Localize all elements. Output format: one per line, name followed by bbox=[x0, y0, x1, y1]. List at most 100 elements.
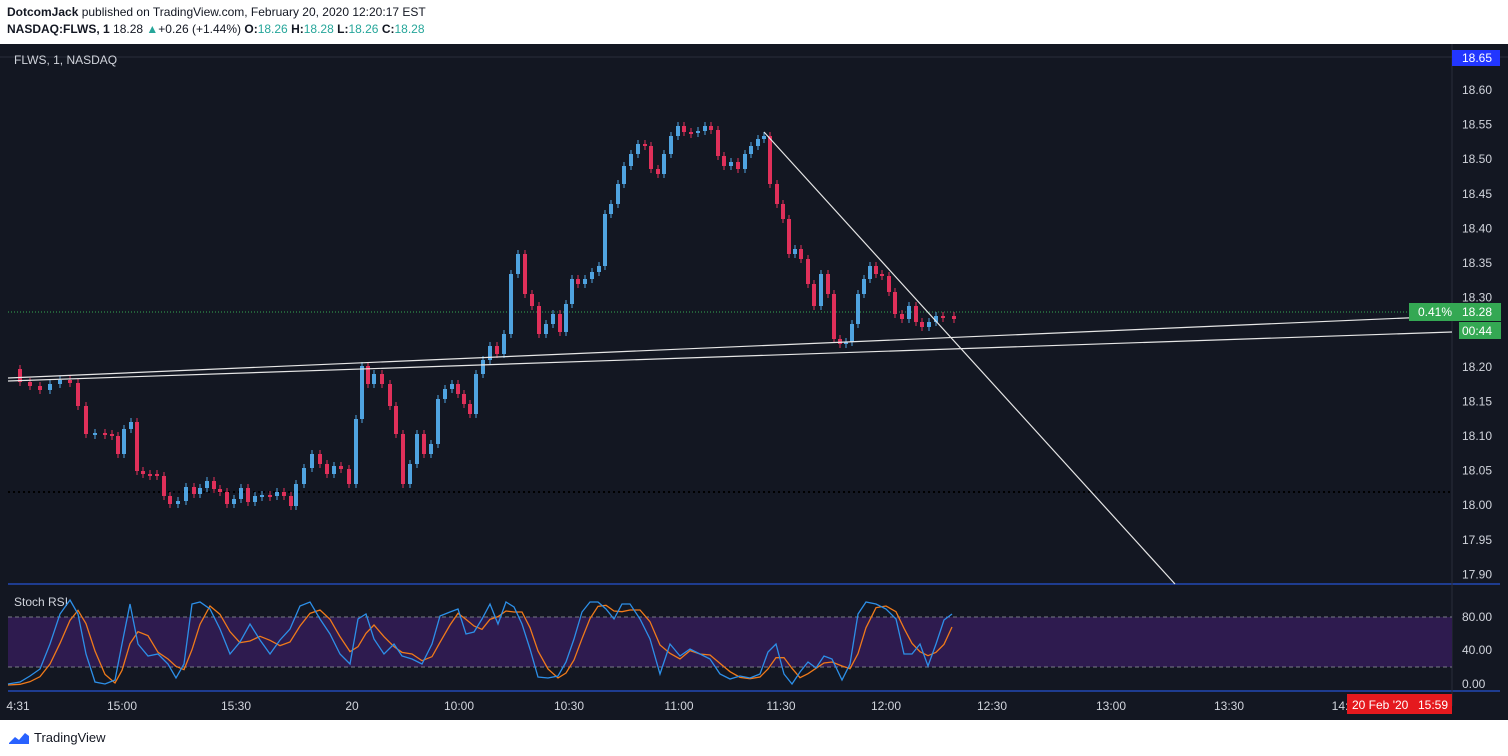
high-value: 18.28 bbox=[303, 22, 334, 36]
candle-body bbox=[155, 474, 159, 476]
symbol-quote-line: NASDAQ:FLWS, 1 18.28 ▲+0.26 (+1.44%) O:1… bbox=[7, 22, 425, 36]
candle-body bbox=[468, 404, 472, 414]
chart-legend[interactable]: FLWS, 1, NASDAQ bbox=[14, 53, 117, 67]
candle-body bbox=[38, 386, 42, 390]
price-tick-label: 18.05 bbox=[1462, 464, 1492, 478]
current-price-value: 18.28 bbox=[1462, 305, 1492, 319]
time-tick-label: 14: bbox=[1332, 699, 1349, 713]
candle-body bbox=[530, 294, 534, 306]
candle-body bbox=[768, 136, 772, 184]
candle-body bbox=[422, 434, 426, 454]
candle-body bbox=[756, 139, 760, 146]
price-tick-label: 18.55 bbox=[1462, 118, 1492, 132]
candle-body bbox=[436, 399, 440, 444]
price-tick-label: 18.35 bbox=[1462, 256, 1492, 270]
last-price: 18.28 bbox=[113, 22, 144, 36]
countdown-tag: 00:44 bbox=[1459, 322, 1501, 339]
candle-body bbox=[58, 380, 62, 384]
candle-body bbox=[516, 254, 520, 274]
author-name[interactable]: DotcomJack bbox=[7, 5, 79, 19]
change-percent: 0.41% bbox=[1418, 305, 1452, 319]
price-chart[interactable]: FLWS, 1, NASDAQ 18.60 18.55 18.50 18.45 18.4… bbox=[0, 44, 1508, 720]
stoch-axis[interactable]: 80.00 40.00 0.00 bbox=[1462, 610, 1492, 691]
price-axis[interactable]: 18.60 18.55 18.50 18.45 18.40 18.35 18.30 18.20… bbox=[1462, 83, 1492, 581]
candle-body bbox=[289, 496, 293, 506]
candle-body bbox=[246, 488, 250, 502]
price-tick-label: 18.10 bbox=[1462, 429, 1492, 443]
candle-body bbox=[743, 154, 747, 169]
candle-body bbox=[868, 266, 872, 279]
candle-body bbox=[339, 466, 343, 469]
candle-body bbox=[68, 380, 72, 383]
candle-body bbox=[537, 306, 541, 334]
candle-body bbox=[354, 419, 358, 484]
candle-body bbox=[558, 314, 562, 332]
close-label: C: bbox=[381, 22, 395, 36]
candle-body bbox=[509, 274, 513, 334]
time-tick-label: 11:30 bbox=[766, 699, 795, 713]
candle-body bbox=[649, 146, 653, 169]
candle-body bbox=[310, 454, 314, 468]
svg-text:15:59: 15:59 bbox=[1418, 698, 1448, 712]
svg-text:00:44: 00:44 bbox=[1462, 324, 1492, 338]
price-tick-label: 18.45 bbox=[1462, 187, 1492, 201]
candle-body bbox=[696, 131, 700, 133]
trendline-upper[interactable] bbox=[7, 315, 1453, 379]
candle-body bbox=[366, 366, 370, 384]
candle-body bbox=[260, 495, 264, 497]
candle-body bbox=[722, 156, 726, 166]
candle-body bbox=[736, 162, 740, 169]
candle-body bbox=[656, 169, 660, 174]
candle-body bbox=[900, 314, 904, 319]
tradingview-logo[interactable]: TradingView bbox=[8, 730, 106, 745]
publish-info: DotcomJack published on TradingView.com,… bbox=[7, 5, 426, 19]
candle-body bbox=[856, 294, 860, 324]
trendline-down[interactable] bbox=[763, 131, 1176, 585]
candle-body bbox=[729, 162, 733, 166]
price-tick-label: 18.15 bbox=[1462, 394, 1492, 408]
candle-body bbox=[372, 374, 376, 384]
tradingview-logo-icon bbox=[9, 732, 29, 744]
candle-body bbox=[716, 130, 720, 156]
time-axis[interactable]: 4:31 15:00 15:30 20 10:00 10:30 11:00 11:30 12:0… bbox=[6, 699, 1348, 713]
candle-body bbox=[544, 324, 548, 334]
candle-body bbox=[192, 487, 196, 494]
candle-body bbox=[880, 274, 884, 276]
stoch-rsi-title[interactable]: Stoch RSI bbox=[14, 595, 68, 609]
candle-body bbox=[135, 422, 139, 471]
time-tick-label: 4:31 bbox=[6, 699, 30, 713]
candle-body bbox=[84, 406, 88, 434]
candle-body bbox=[443, 389, 447, 399]
low-value: 18.26 bbox=[348, 22, 379, 36]
candle-body bbox=[893, 292, 897, 314]
time-tick-label: 11:00 bbox=[664, 699, 693, 713]
candle-body bbox=[198, 488, 202, 494]
symbol-name: NASDAQ:FLWS, 1 bbox=[7, 22, 110, 36]
candle-body bbox=[495, 346, 499, 354]
time-tick-label: 13:30 bbox=[1214, 699, 1244, 713]
candle-body bbox=[103, 433, 107, 435]
candle-body bbox=[28, 382, 32, 386]
candle-body bbox=[583, 279, 587, 284]
candle-body bbox=[388, 384, 392, 406]
candle-body bbox=[832, 294, 836, 339]
candle-body bbox=[429, 444, 433, 454]
candle-body bbox=[749, 146, 753, 154]
chart-panel[interactable]: FLWS, 1, NASDAQ 18.60 18.55 18.50 18.45 18.4… bbox=[0, 44, 1508, 720]
candle-body bbox=[887, 276, 891, 292]
candle-body bbox=[787, 219, 791, 254]
price-tick-label: 17.90 bbox=[1462, 567, 1492, 581]
candle-body bbox=[934, 316, 938, 322]
trendline-lower[interactable] bbox=[7, 331, 1453, 382]
candle-body bbox=[682, 126, 686, 132]
open-label: O: bbox=[244, 22, 258, 36]
published-text: published on TradingView.com, February 2… bbox=[78, 5, 426, 19]
candle-body bbox=[360, 366, 364, 419]
price-change: +0.26 (+1.44%) bbox=[158, 22, 242, 36]
candle-body bbox=[239, 488, 243, 499]
candle-body bbox=[129, 422, 133, 429]
time-tick-label: 12:30 bbox=[977, 699, 1007, 713]
candle-body bbox=[122, 429, 126, 454]
price-tick-label: 17.95 bbox=[1462, 533, 1492, 547]
candle-body bbox=[225, 492, 229, 504]
